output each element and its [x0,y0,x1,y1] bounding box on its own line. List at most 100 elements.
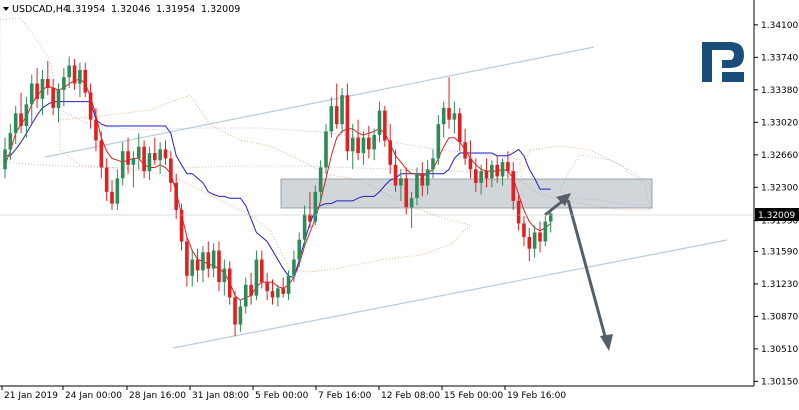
candle-body [254,259,259,296]
candle-body [222,268,227,283]
candle-body [72,65,77,84]
candle [190,250,195,287]
candle [511,162,516,210]
candle-body [367,137,371,150]
forecast-arrow-down [566,199,608,341]
candle-body [227,268,232,298]
candle [329,97,334,138]
candle [136,133,141,170]
candle [415,167,419,206]
candle [447,77,451,129]
candle [46,60,50,96]
candle [40,69,45,116]
candle-body [484,171,489,179]
candle [51,79,55,116]
candle-body [185,241,189,276]
candle-body [318,167,323,192]
candle [479,164,483,195]
candle [506,151,510,179]
candle-body [302,214,307,240]
candle-body [324,131,328,168]
candle [169,151,173,192]
channel-upper-line [44,46,595,158]
candle-body [436,124,441,159]
candle [404,167,409,215]
y-tick-label: 1.33380 [761,86,798,96]
candle-body [104,167,109,192]
candle-body [308,214,312,222]
candle [522,216,526,246]
candle [249,273,253,305]
candle-body [457,113,462,143]
candle-body [329,106,334,132]
candle-body [249,284,253,296]
candle-body [420,173,425,186]
candle [195,248,200,283]
candle [292,250,296,283]
candle [340,88,344,134]
candle [265,273,269,301]
candle [115,169,120,210]
candle [463,128,467,165]
candle-body [388,140,392,165]
candle-body [500,162,505,177]
candle-body [270,291,275,298]
candle-layer [3,56,553,337]
candle-body [506,162,510,172]
candle-body [452,113,457,120]
y-tick-label: 1.30150 [761,377,798,387]
candle [201,245,205,283]
candle [297,232,302,267]
candle-body [334,106,339,125]
x-tick-label: 24 Jan 00:00 [65,391,122,401]
candle-body [35,83,39,99]
candle-body [286,275,291,294]
candle [270,279,275,305]
candle [99,131,104,179]
candle [457,107,462,152]
candle-body [238,306,243,325]
candle [548,209,553,233]
candle-body [51,88,55,108]
candle [222,259,227,296]
candle [324,124,328,174]
x-tick-label: 7 Feb 16:00 [318,391,372,401]
candle-body [399,178,403,186]
candle-body [490,164,494,179]
candle-body [217,250,221,283]
candle-body [169,158,173,183]
candle [72,59,77,90]
candle [13,106,18,145]
cloud-orange-mid [59,94,471,273]
candle-body [29,83,34,105]
candle [254,250,259,301]
y-tick-label: 1.31590 [761,247,798,257]
candle-body [8,133,13,150]
x-tick-label: 31 Jan 08:00 [192,391,249,401]
candle [174,173,178,219]
candle [110,180,114,210]
y-tick-label: 1.31230 [761,280,798,290]
candle [495,155,499,183]
candle-body [24,104,29,126]
candle-body [83,69,88,93]
header-high: 1.32046 [111,4,150,15]
candle-body [110,191,114,204]
current-price-box [755,208,799,221]
candle [104,158,109,201]
candle [8,124,13,161]
candle-body [377,110,382,135]
candle [367,125,371,159]
candle [490,160,494,188]
candle [302,205,307,246]
brand-logo [702,42,744,82]
candle-body [345,95,350,152]
ichimoku-cloud [0,17,653,273]
candle [383,106,387,147]
candle [206,241,211,278]
candle-body [233,297,237,325]
candle-body [147,153,152,172]
candle [372,128,376,161]
header-triangle-icon[interactable] [3,7,9,11]
